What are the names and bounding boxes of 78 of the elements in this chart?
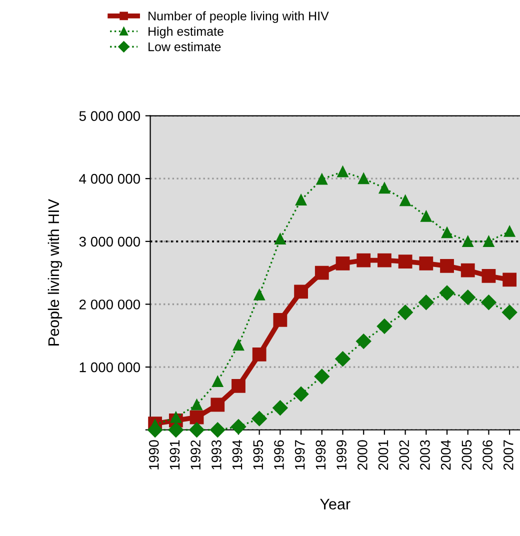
point (420, 210, 432, 222)
point (314, 368, 330, 384)
point (440, 258, 454, 273)
point (210, 398, 225, 412)
point (502, 272, 517, 287)
x-tick-label: 2004 (440, 440, 451, 470)
x-tick-label: 2005 (462, 440, 472, 470)
x-tick-label: 1998 (316, 440, 326, 470)
point (441, 227, 453, 238)
point (504, 226, 516, 237)
point (293, 386, 309, 402)
point (378, 182, 390, 194)
point (272, 400, 288, 416)
point (273, 312, 288, 327)
point (274, 233, 286, 244)
x-tick-label: 2007 (503, 440, 514, 470)
x-tick-label: 1994 (232, 440, 242, 470)
x-tick-label: 1991 (170, 440, 180, 470)
point (460, 290, 476, 305)
point (358, 173, 370, 184)
point (230, 419, 246, 434)
legend-label: High estimate (148, 26, 224, 38)
point (376, 318, 392, 334)
y-tick-label: 2 000 000 (79, 300, 140, 310)
x-axis-title: Year (320, 498, 350, 510)
legend-label: Number of people living with HIV (148, 11, 329, 23)
x-tick-label: 1995 (253, 440, 264, 470)
point (210, 422, 226, 438)
x-tick-label: 1999 (336, 440, 346, 470)
point (481, 294, 496, 310)
point (419, 256, 434, 270)
point (190, 410, 204, 424)
point (191, 399, 202, 410)
x-tick-label: 2003 (420, 440, 430, 470)
x-tick-label: 1997 (294, 440, 305, 470)
point (398, 304, 413, 320)
point (295, 194, 307, 206)
point (356, 253, 371, 268)
x-tick-label: 2006 (482, 440, 492, 470)
point (232, 340, 244, 351)
point (418, 294, 434, 310)
point (294, 284, 308, 299)
point (356, 334, 372, 349)
point (482, 269, 496, 283)
x-tick-label: 1993 (212, 440, 222, 470)
x-tick-label: 2000 (357, 440, 368, 470)
point (439, 285, 455, 300)
legend-label: Low estimate (148, 42, 221, 52)
x-tick-label: 1996 (274, 440, 284, 470)
point (502, 304, 518, 320)
y-tick-label: 1 000 000 (80, 362, 140, 372)
point (189, 422, 204, 438)
point (335, 351, 350, 366)
point (314, 266, 329, 280)
point (337, 166, 348, 178)
y-axis-title: People living with HIV (48, 199, 62, 346)
point (254, 289, 265, 300)
point (212, 376, 224, 388)
point (462, 236, 474, 247)
point (170, 412, 182, 423)
point (252, 348, 266, 362)
x-tick-label: 2002 (399, 440, 410, 470)
y-tick-label: 4 000 000 (79, 174, 140, 184)
point (400, 195, 411, 206)
point (252, 410, 267, 426)
point (232, 378, 246, 393)
point (398, 254, 412, 268)
x-tick-label: 2001 (378, 440, 388, 470)
point (168, 422, 184, 438)
point (378, 253, 392, 268)
point (483, 236, 494, 247)
x-tick-label: 1992 (190, 440, 201, 470)
y-tick-label: 5 000 000 (79, 111, 140, 121)
point (336, 256, 350, 270)
point (460, 263, 475, 278)
y-tick-label: 3 000 000 (79, 236, 140, 247)
point (316, 174, 328, 185)
x-tick-label: 1990 (148, 440, 159, 470)
